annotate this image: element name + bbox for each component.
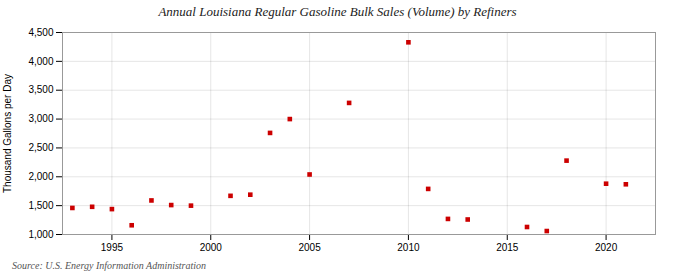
svg-text:1995: 1995 bbox=[101, 242, 124, 253]
svg-text:2,000: 2,000 bbox=[28, 171, 53, 182]
svg-text:2010: 2010 bbox=[397, 242, 420, 253]
html-text:Source: U.S. Energy Informatio: Source: U.S. Energy Information Administ… bbox=[12, 260, 207, 271]
svg-text:3,000: 3,000 bbox=[28, 113, 53, 124]
svg-text:1,000: 1,000 bbox=[28, 229, 53, 240]
svg-text:2000: 2000 bbox=[200, 242, 223, 253]
svg-text:2005: 2005 bbox=[298, 242, 321, 253]
svg-text:2020: 2020 bbox=[595, 242, 618, 253]
svg-text:1,500: 1,500 bbox=[28, 200, 53, 211]
svg-text:Thousand Gallons per Day: Thousand Gallons per Day bbox=[2, 74, 13, 193]
svg-text:4,000: 4,000 bbox=[28, 56, 53, 67]
svg-text:2015: 2015 bbox=[496, 242, 519, 253]
svg-text:4,500: 4,500 bbox=[28, 27, 53, 38]
svg-text:2,500: 2,500 bbox=[28, 142, 53, 153]
html-text:Annual Louisiana Regular Gasol: Annual Louisiana Regular Gasoline Bulk S… bbox=[158, 4, 517, 19]
svg-text:3,500: 3,500 bbox=[28, 84, 53, 95]
